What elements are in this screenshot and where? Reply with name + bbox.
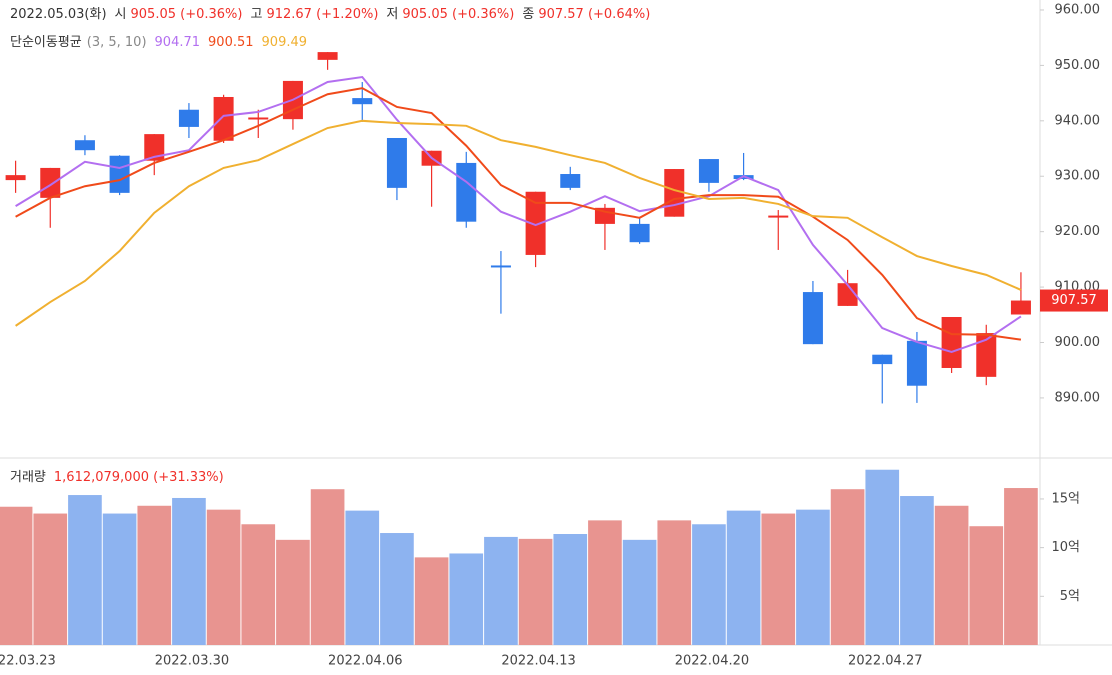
header-text: 저 (386, 7, 398, 22)
volume-bar (518, 538, 553, 645)
volume-bar (310, 489, 345, 645)
volume-bar (276, 539, 310, 645)
candle-body (629, 223, 650, 243)
volume-tick-label: 10억 (1051, 540, 1080, 555)
volume-bar (588, 520, 622, 645)
candle-body (5, 175, 26, 181)
volume-bar (241, 524, 276, 645)
header-text: 909.49 (262, 35, 308, 50)
candle-body (40, 167, 61, 198)
candle-body (872, 354, 893, 365)
header-text: 단순이동평균 (10, 35, 82, 50)
header-row: 단순이동평균 (3, 5, 10) 904.71 900.51 909.49 (10, 35, 307, 50)
header-text: 912.67 (+1.20%) (266, 7, 378, 22)
header-text: 고 (250, 7, 262, 22)
y-tick-label: 890.00 (1055, 390, 1101, 405)
candle-body (178, 109, 199, 127)
volume-bar (414, 557, 449, 645)
candle-body (490, 265, 511, 268)
volume-bar (484, 536, 518, 645)
ma-line (15, 87, 1022, 341)
price-marker-label: 907.57 (1051, 293, 1097, 308)
header-text: 거래량 (10, 470, 46, 485)
ma-line (15, 75, 1022, 353)
candle-body (352, 98, 373, 105)
volume-bar (865, 469, 900, 645)
x-tick-label: 2022.04.13 (501, 654, 575, 669)
volume-bar (969, 526, 1004, 645)
header-text: 904.71 (155, 35, 201, 50)
candle-body (698, 159, 719, 183)
volume-bar (1004, 488, 1038, 645)
y-tick-label: 900.00 (1055, 335, 1101, 350)
price-marker (1040, 289, 1108, 312)
y-tick-label: 940.00 (1055, 113, 1101, 128)
volume-tick-label: 5억 (1060, 589, 1080, 604)
candle-body (768, 215, 789, 218)
x-tick-label: 2022.03.30 (155, 654, 229, 669)
header-row: 2022.05.03(화) 시 905.05 (+0.36%) 고 912.67 (+1… (10, 7, 650, 22)
candle-body (802, 292, 823, 345)
candle-body (976, 333, 997, 377)
x-tick-label: 2022.04.27 (848, 654, 922, 669)
volume-bar (102, 513, 137, 645)
volume-bar (553, 534, 588, 645)
volume-bar (761, 513, 796, 645)
x-tick-label: 2022.04.20 (675, 654, 749, 669)
ma-line (15, 119, 1022, 327)
volume-bar (68, 495, 102, 645)
candle-body (525, 191, 546, 255)
volume-bar (380, 533, 414, 645)
volume-bar (345, 510, 380, 645)
volume-bar (206, 509, 241, 645)
candle-body (248, 117, 269, 120)
header-text: 1,612,079,000 (+31.33%) (54, 470, 224, 485)
header-text: 900.51 (208, 35, 254, 50)
y-tick-label: 920.00 (1055, 224, 1101, 239)
candle-body (386, 137, 407, 188)
volume-bar (657, 520, 692, 645)
header-text: 905.05 (+0.36%) (131, 7, 243, 22)
candle-body (906, 340, 927, 386)
candle-body (317, 52, 338, 60)
candle-body (109, 155, 130, 193)
header: 2022.05.03(화) 시 905.05 (+0.36%) 고 912.67 (+1… (10, 7, 650, 485)
volume-bar (172, 497, 206, 645)
candle-body (213, 96, 234, 141)
volume-bar (622, 539, 657, 645)
candle-body (456, 162, 477, 222)
candle-body (74, 140, 95, 151)
header-text: 시 (115, 7, 127, 22)
header-text: 2022.05.03(화) (10, 7, 107, 22)
header-text: 905.05 (+0.36%) (402, 7, 514, 22)
x-tick-label: 2022.03.23 (0, 654, 56, 669)
volume-bar (33, 513, 68, 645)
volume-bar (900, 496, 934, 645)
volume-bar (830, 489, 865, 645)
header-text: 종 (522, 7, 534, 22)
volume-bar (449, 553, 484, 645)
volume-bar (0, 506, 33, 645)
candle-body (560, 174, 581, 188)
volume-bar (796, 509, 830, 645)
volume-tick-label: 15억 (1051, 491, 1080, 506)
y-tick-label: 960.00 (1055, 2, 1101, 17)
candle-body (837, 283, 858, 306)
volume-bar (692, 524, 726, 645)
candle-body (144, 134, 165, 161)
header-text: 907.57 (+0.64%) (538, 7, 650, 22)
volume-bar (934, 505, 969, 645)
candle-body (1010, 300, 1031, 315)
y-tick-label: 950.00 (1055, 58, 1101, 73)
x-tick-label: 2022.04.06 (328, 654, 402, 669)
header-row: 거래량 1,612,079,000 (+31.33%) (10, 470, 224, 485)
volume-bar (137, 505, 172, 645)
y-tick-label: 930.00 (1055, 169, 1101, 184)
candle-body (941, 317, 962, 368)
volume-bar (726, 510, 761, 645)
header-text: (3, 5, 10) (87, 35, 147, 50)
